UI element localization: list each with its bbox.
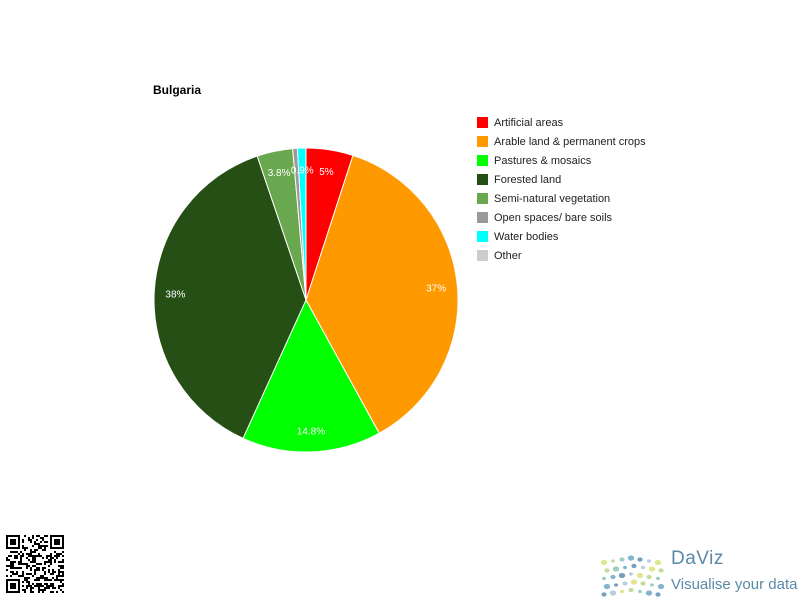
legend-item-0[interactable]: Artificial areas xyxy=(477,113,646,132)
pie-slice-1[interactable] xyxy=(305,154,459,434)
legend-swatch xyxy=(477,117,488,128)
legend-swatch xyxy=(477,212,488,223)
pie-data-label-2: 14.8% xyxy=(297,427,325,438)
legend-swatch xyxy=(477,155,488,166)
legend-swatch xyxy=(477,231,488,242)
legend-item-1[interactable]: Arable land & permanent crops xyxy=(477,132,646,151)
legend-label: Artificial areas xyxy=(494,116,564,129)
pie-slice-3[interactable] xyxy=(153,155,307,439)
legend-item-3[interactable]: Forested land xyxy=(477,170,646,189)
legend-label: Pastures & mosaics xyxy=(494,154,592,167)
daviz-logo-icon xyxy=(600,555,665,597)
legend-item-4[interactable]: Semi-natural vegetation xyxy=(477,189,646,208)
legend-item-2[interactable]: Pastures & mosaics xyxy=(477,151,646,170)
legend-swatch xyxy=(477,174,488,185)
brand-name: DaViz xyxy=(671,548,724,569)
legend-item-5[interactable]: Open spaces/ bare soils xyxy=(477,208,646,227)
pie-data-label-0: 5% xyxy=(319,167,334,178)
pie-data-label-6: 0.9% xyxy=(291,165,314,176)
legend-label: Water bodies xyxy=(494,230,559,243)
legend: Artificial areas Arable land & permanent … xyxy=(477,113,646,265)
pie-slice-2[interactable] xyxy=(242,298,380,453)
pie-data-label-4: 3.8% xyxy=(268,168,291,179)
brand-tagline: Visualise your data xyxy=(671,576,798,593)
qr-code xyxy=(6,535,64,593)
chart-title: Bulgaria xyxy=(153,83,202,97)
pie-slice-6[interactable] xyxy=(296,147,307,301)
legend-swatch xyxy=(477,136,488,147)
legend-swatch xyxy=(477,250,488,261)
legend-swatch xyxy=(477,193,488,204)
legend-label: Open spaces/ bare soils xyxy=(494,211,613,224)
legend-label: Other xyxy=(494,249,522,262)
legend-label: Forested land xyxy=(494,173,562,186)
legend-item-7[interactable]: Other xyxy=(477,246,646,265)
legend-label: Arable land & permanent crops xyxy=(494,135,646,148)
pie-data-label-1: 37% xyxy=(426,284,446,295)
pie-data-label-3: 38% xyxy=(165,289,185,300)
legend-item-6[interactable]: Water bodies xyxy=(477,227,646,246)
daviz-branding[interactable]: DaViz Visualise your data xyxy=(598,548,800,598)
legend-label: Semi-natural vegetation xyxy=(494,192,611,205)
